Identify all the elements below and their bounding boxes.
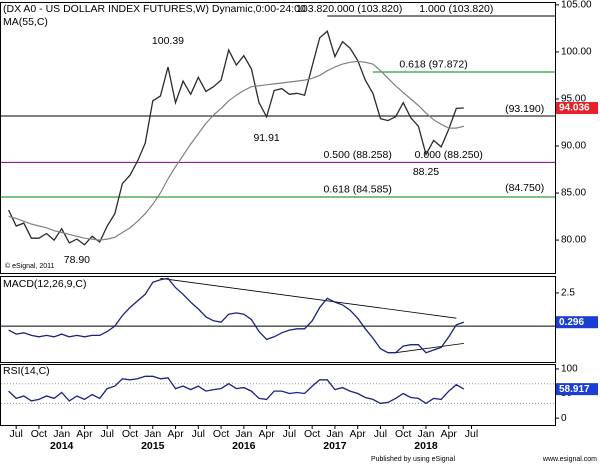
- last-value-label: 58.917: [559, 384, 590, 395]
- annotation: 0.000 (88.250): [415, 149, 483, 161]
- x-tick-label: Jan: [53, 428, 70, 440]
- y-tick-label: 105.00: [561, 0, 592, 11]
- x-tick-label: Jan: [418, 428, 435, 440]
- chart-title: (DX A0 - US DOLLAR INDEX FUTURES,W) Dyna…: [3, 3, 306, 15]
- annotation: 88.25: [413, 166, 439, 178]
- x-tick-label: Apr: [167, 428, 184, 440]
- y-tick-label: 0: [561, 413, 567, 424]
- x-tick-label: Jul: [465, 428, 478, 440]
- y-tick-label: 80.00: [561, 235, 586, 246]
- x-tick-label: Apr: [258, 428, 275, 440]
- last-value-label: 94.036: [559, 103, 590, 114]
- y-tick-label: 100.00: [561, 47, 592, 58]
- x-tick-label: Jul: [101, 428, 114, 440]
- x-tick-label: Oct: [122, 428, 138, 440]
- annotation: 0.618 (84.585): [324, 184, 392, 196]
- year-label: 2015: [141, 440, 165, 452]
- last-value-label: 0.296: [559, 317, 584, 328]
- annotation: 91.91: [253, 132, 279, 144]
- footer-right: www.esignal.com: [542, 456, 597, 463]
- series-line: [8, 60, 465, 241]
- ma-label: MA(55,C): [3, 16, 48, 28]
- x-tick-label: Oct: [31, 428, 47, 440]
- x-tick-label: Apr: [350, 428, 367, 440]
- x-tick-label: Jul: [192, 428, 205, 440]
- footer-left: Published by using eSignal: [371, 456, 456, 463]
- y-tick-label: 2.5: [561, 288, 575, 299]
- x-tick-label: Oct: [395, 428, 411, 440]
- x-tick-label: Apr: [441, 428, 458, 440]
- macd-panel: [0, 276, 556, 363]
- x-tick-label: Oct: [304, 428, 320, 440]
- rsi-panel: [0, 364, 556, 426]
- last-value-box: [556, 383, 598, 396]
- macd-title: MACD(12,26,9,C): [3, 278, 86, 290]
- last-value-box: [556, 102, 598, 115]
- x-tick-label: Jan: [235, 428, 252, 440]
- y-tick-label: 90.00: [561, 141, 586, 152]
- y-tick-label: 100: [561, 364, 578, 375]
- annotation: 1.000 (103.820): [419, 3, 493, 15]
- x-tick-label: Jul: [283, 428, 296, 440]
- annotation: 78.90: [64, 254, 90, 266]
- x-tick-label: Apr: [76, 428, 93, 440]
- annotation: (93.190): [505, 103, 544, 115]
- annotation: (84.750): [505, 182, 544, 194]
- x-tick-label: Jan: [144, 428, 161, 440]
- annotation: 0.618 (97.872): [399, 59, 467, 71]
- credit: © eSignal, 2011: [5, 262, 55, 270]
- y-tick-label: 95.00: [561, 94, 586, 105]
- year-label: 2016: [232, 440, 256, 452]
- last-value-box: [556, 316, 598, 329]
- x-tick-label: Jan: [326, 428, 343, 440]
- x-tick-label: Jul: [9, 428, 22, 440]
- annotation: 100.39: [152, 35, 184, 47]
- trend-line: [395, 343, 464, 354]
- rsi-title: RSI(14,C): [3, 365, 50, 377]
- series-line: [8, 375, 465, 405]
- year-label: 2017: [323, 440, 347, 452]
- year-label: 2018: [414, 440, 438, 452]
- series-line: [8, 30, 464, 246]
- y-tick-label: 85.00: [561, 188, 586, 199]
- annotation: 0.000 (103.820): [328, 3, 402, 15]
- series-line: [8, 277, 465, 354]
- trend-line: [160, 277, 457, 319]
- year-label: 2014: [50, 440, 74, 452]
- x-tick-label: Jul: [374, 428, 387, 440]
- x-tick-label: Oct: [213, 428, 229, 440]
- annotation: 103.82: [296, 3, 328, 15]
- annotation: 0.500 (88.258): [324, 149, 392, 161]
- price-panel: [0, 2, 556, 274]
